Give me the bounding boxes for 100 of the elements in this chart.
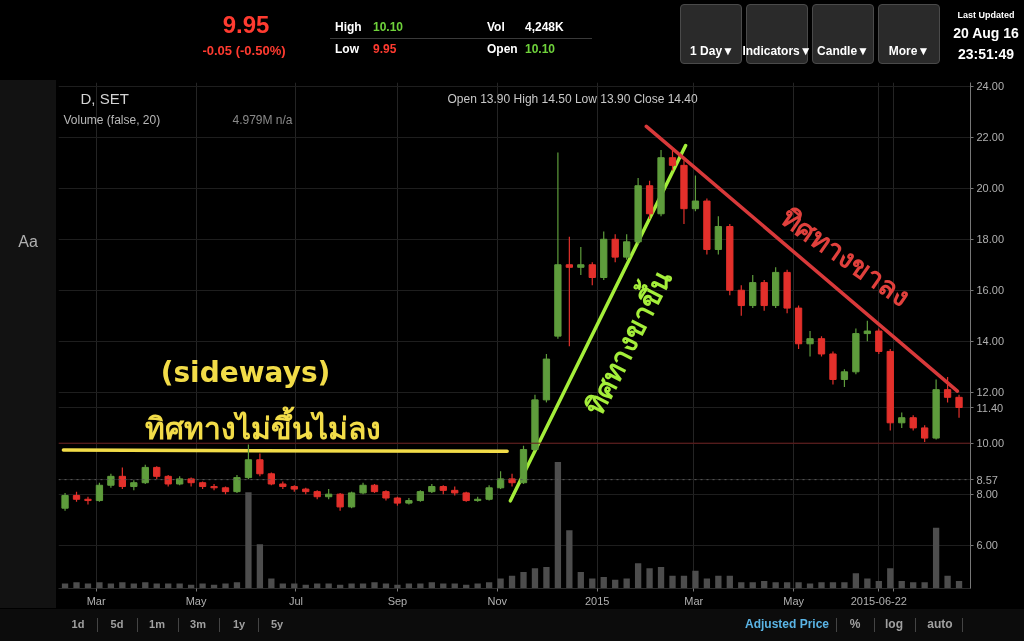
candlestick (714, 215, 722, 256)
bar (703, 578, 711, 589)
bar (268, 578, 275, 589)
bar (669, 575, 676, 589)
text: 5y (270, 618, 284, 631)
bar (829, 582, 837, 589)
annotation: Open 13.90 High 14.50 Low 13.90 Close 14.40 (447, 91, 699, 106)
candlestick (95, 482, 104, 503)
text: 5d (110, 618, 124, 631)
bar (61, 583, 69, 589)
bar (130, 583, 137, 589)
candlestick (691, 174, 700, 212)
bar (887, 568, 894, 589)
x-tick-label: 2015 (584, 594, 610, 607)
candlestick (611, 233, 619, 263)
bar (165, 583, 172, 589)
y-tick-label: 8.57 (976, 473, 998, 486)
text: 23:51:49 (957, 46, 1015, 63)
bar (634, 563, 642, 589)
y-tick-label: 12.00 (976, 386, 1005, 399)
bar (841, 582, 848, 589)
bar (497, 578, 504, 589)
candlestick (817, 335, 826, 358)
text: 9.95 (373, 42, 397, 57)
candlestick (244, 443, 253, 480)
bar (405, 583, 413, 589)
annotation: (sideways) (160, 356, 331, 389)
candlestick (668, 146, 677, 172)
x-tick-label: May (783, 594, 805, 607)
x-tick-label: Sep (387, 594, 408, 607)
y-tick-label: 8.00 (976, 488, 998, 501)
text: D, SET (80, 90, 129, 107)
text: 1m (149, 618, 165, 631)
bar (600, 577, 607, 589)
x-tick-label: Mar (86, 594, 106, 607)
bar (520, 572, 527, 589)
bar (359, 583, 367, 589)
bar (382, 583, 390, 589)
bar (932, 527, 940, 589)
y-tick-label: 20.00 (976, 182, 1005, 195)
y-tick-label: 11.40 (976, 401, 1004, 414)
candlestick (118, 466, 127, 490)
bar (96, 582, 103, 589)
bar (222, 583, 229, 589)
bar (738, 582, 745, 589)
text: 10.10 (525, 42, 556, 57)
candlestick (943, 376, 952, 404)
bar (371, 582, 378, 589)
x-tick-label: Jul (288, 594, 303, 607)
candlestick (210, 483, 218, 491)
text: % (849, 617, 861, 632)
y-tick-label: 14.00 (976, 335, 1005, 348)
bar (944, 575, 951, 589)
text: 4,248K (525, 20, 564, 35)
candlestick (863, 320, 871, 342)
candlestick (806, 330, 814, 358)
text: Open (487, 42, 518, 57)
bar (348, 583, 355, 589)
y-tick-label: 24.00 (976, 80, 1005, 93)
bar (440, 583, 447, 589)
candlestick (565, 236, 573, 347)
bar (325, 583, 332, 589)
annotation: Volume (false, 20) (63, 112, 161, 127)
candlestick (256, 452, 264, 477)
bar (852, 573, 860, 589)
bar (451, 583, 458, 589)
candlestick (875, 327, 883, 355)
bar (566, 530, 573, 589)
bar (910, 582, 917, 589)
text: Vol (487, 20, 505, 35)
bar (646, 568, 653, 589)
x-tick-label: Mar (684, 594, 704, 607)
bar (795, 582, 802, 589)
bar (256, 544, 264, 589)
bar (508, 575, 516, 589)
x-tick-label: 2015-06-22 (850, 594, 907, 607)
candlestick (141, 464, 149, 485)
text: Indicators▼ (742, 44, 812, 59)
text: Adjusted Price (744, 617, 830, 632)
bar (314, 583, 321, 589)
candlestick (623, 233, 631, 261)
bar (577, 572, 584, 589)
bar (428, 582, 435, 589)
candlestick (84, 496, 92, 505)
bar (680, 575, 688, 589)
bar (864, 578, 871, 589)
text: 1 Day▼ (690, 44, 734, 59)
bar (73, 582, 80, 589)
bar (84, 583, 92, 589)
text: log (885, 617, 903, 632)
text: High (335, 20, 362, 35)
bar (153, 583, 160, 589)
bar (589, 578, 596, 589)
bar (806, 583, 814, 589)
text: 10.10 (373, 20, 404, 35)
text: Aa (18, 233, 38, 252)
y-tick-label: 22.00 (976, 131, 1005, 144)
annotation: 4.979M n/a (232, 112, 293, 127)
text: 1d (71, 618, 85, 631)
text: -0.05 (-0.50%) (202, 43, 286, 59)
